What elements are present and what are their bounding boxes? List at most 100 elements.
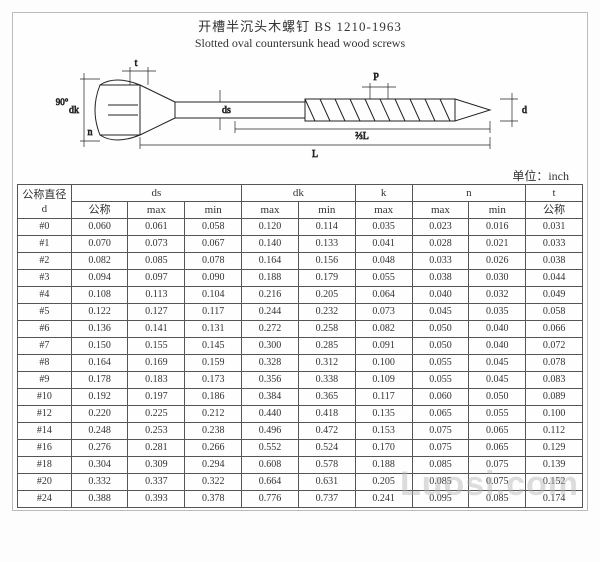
cell-dk_max: 0.496 xyxy=(242,423,299,440)
cell-n_min: 0.035 xyxy=(469,304,526,321)
cell-d: #0 xyxy=(18,219,72,236)
cell-ds_min: 0.104 xyxy=(185,287,242,304)
cell-dk_max: 0.328 xyxy=(242,355,299,372)
cell-dk_min: 0.737 xyxy=(298,491,355,508)
cell-ds_min: 0.212 xyxy=(185,406,242,423)
cell-n_max: 0.040 xyxy=(412,287,469,304)
cell-ds_max: 0.309 xyxy=(128,457,185,474)
cell-ds_min: 0.238 xyxy=(185,423,242,440)
dim-dk: dk xyxy=(69,105,79,116)
cell-dk_min: 0.232 xyxy=(298,304,355,321)
cell-dk_max: 0.272 xyxy=(242,321,299,338)
dim-d: d xyxy=(522,105,527,116)
cell-dk_min: 0.114 xyxy=(298,219,355,236)
cell-d: #1 xyxy=(18,236,72,253)
cell-ds_max: 0.169 xyxy=(128,355,185,372)
cell-ds_nom: 0.248 xyxy=(71,423,128,440)
cell-n_min: 0.085 xyxy=(469,491,526,508)
title-cn: 开槽半沉头木螺钉 BS 1210-1963 xyxy=(17,19,583,36)
cell-ds_nom: 0.070 xyxy=(71,236,128,253)
cell-t_nom: 0.038 xyxy=(526,253,583,270)
cell-ds_max: 0.393 xyxy=(128,491,185,508)
cell-t_nom: 0.072 xyxy=(526,338,583,355)
cell-ds_nom: 0.136 xyxy=(71,321,128,338)
sub-min: min xyxy=(298,202,355,219)
cell-d: #8 xyxy=(18,355,72,372)
table-row: #80.1640.1690.1590.3280.3120.1000.0550.0… xyxy=(18,355,583,372)
unit-label: 单位：inch xyxy=(17,167,583,184)
sub-min: min xyxy=(469,202,526,219)
cell-t_nom: 0.033 xyxy=(526,236,583,253)
cell-dk_max: 0.608 xyxy=(242,457,299,474)
cell-n_min: 0.032 xyxy=(469,287,526,304)
cell-d: #4 xyxy=(18,287,72,304)
cell-ds_nom: 0.388 xyxy=(71,491,128,508)
cell-d: #16 xyxy=(18,440,72,457)
screw-svg: t dk 90° n ds P xyxy=(37,55,563,165)
cell-t_nom: 0.078 xyxy=(526,355,583,372)
cell-t_nom: 0.129 xyxy=(526,440,583,457)
cell-dk_min: 0.365 xyxy=(298,389,355,406)
cell-k_max: 0.188 xyxy=(355,457,412,474)
table-row: #160.2760.2810.2660.5520.5240.1700.0750.… xyxy=(18,440,583,457)
cell-k_max: 0.048 xyxy=(355,253,412,270)
cell-ds_nom: 0.332 xyxy=(71,474,128,491)
cell-n_max: 0.028 xyxy=(412,236,469,253)
cell-dk_min: 0.133 xyxy=(298,236,355,253)
cell-n_max: 0.085 xyxy=(412,457,469,474)
cell-k_max: 0.109 xyxy=(355,372,412,389)
cell-ds_nom: 0.122 xyxy=(71,304,128,321)
table-row: #140.2480.2530.2380.4960.4720.1530.0750.… xyxy=(18,423,583,440)
dim-p: P xyxy=(373,72,379,83)
cell-n_min: 0.065 xyxy=(469,423,526,440)
cell-n_min: 0.021 xyxy=(469,236,526,253)
sub-nominal: 公称 xyxy=(71,202,128,219)
cell-k_max: 0.153 xyxy=(355,423,412,440)
cell-n_min: 0.065 xyxy=(469,440,526,457)
cell-dk_max: 0.356 xyxy=(242,372,299,389)
cell-ds_max: 0.061 xyxy=(128,219,185,236)
cell-n_min: 0.050 xyxy=(469,389,526,406)
cell-d: #3 xyxy=(18,270,72,287)
title-block: 开槽半沉头木螺钉 BS 1210-1963 Slotted oval count… xyxy=(17,19,583,51)
cell-t_nom: 0.031 xyxy=(526,219,583,236)
table-row: #10.0700.0730.0670.1400.1330.0410.0280.0… xyxy=(18,236,583,253)
col-dk: dk xyxy=(242,185,356,202)
cell-t_nom: 0.089 xyxy=(526,389,583,406)
dim-t: t xyxy=(135,58,138,69)
cell-t_nom: 0.083 xyxy=(526,372,583,389)
cell-n_max: 0.065 xyxy=(412,406,469,423)
cell-ds_nom: 0.164 xyxy=(71,355,128,372)
cell-ds_min: 0.266 xyxy=(185,440,242,457)
sub-max: max xyxy=(355,202,412,219)
cell-dk_min: 0.418 xyxy=(298,406,355,423)
cell-t_nom: 0.112 xyxy=(526,423,583,440)
table-row: #50.1220.1270.1170.2440.2320.0730.0450.0… xyxy=(18,304,583,321)
cell-n_min: 0.055 xyxy=(469,406,526,423)
cell-k_max: 0.170 xyxy=(355,440,412,457)
cell-d: #24 xyxy=(18,491,72,508)
cell-dk_max: 0.244 xyxy=(242,304,299,321)
cell-dk_min: 0.179 xyxy=(298,270,355,287)
cell-ds_min: 0.117 xyxy=(185,304,242,321)
cell-dk_max: 0.140 xyxy=(242,236,299,253)
cell-n_min: 0.016 xyxy=(469,219,526,236)
cell-n_max: 0.055 xyxy=(412,355,469,372)
cell-k_max: 0.035 xyxy=(355,219,412,236)
cell-ds_max: 0.141 xyxy=(128,321,185,338)
sub-nominal: 公称 xyxy=(526,202,583,219)
cell-ds_max: 0.197 xyxy=(128,389,185,406)
table-row: #60.1360.1410.1310.2720.2580.0820.0500.0… xyxy=(18,321,583,338)
cell-dk_max: 0.216 xyxy=(242,287,299,304)
cell-ds_min: 0.159 xyxy=(185,355,242,372)
dim-n: n xyxy=(88,127,93,138)
spec-table: 公称直径 d ds dk k n t 公称 max min max min ma… xyxy=(17,184,583,508)
cell-d: #5 xyxy=(18,304,72,321)
cell-k_max: 0.241 xyxy=(355,491,412,508)
cell-ds_min: 0.078 xyxy=(185,253,242,270)
cell-ds_min: 0.131 xyxy=(185,321,242,338)
cell-t_nom: 0.044 xyxy=(526,270,583,287)
cell-n_max: 0.085 xyxy=(412,474,469,491)
cell-n_min: 0.045 xyxy=(469,355,526,372)
cell-dk_max: 0.164 xyxy=(242,253,299,270)
